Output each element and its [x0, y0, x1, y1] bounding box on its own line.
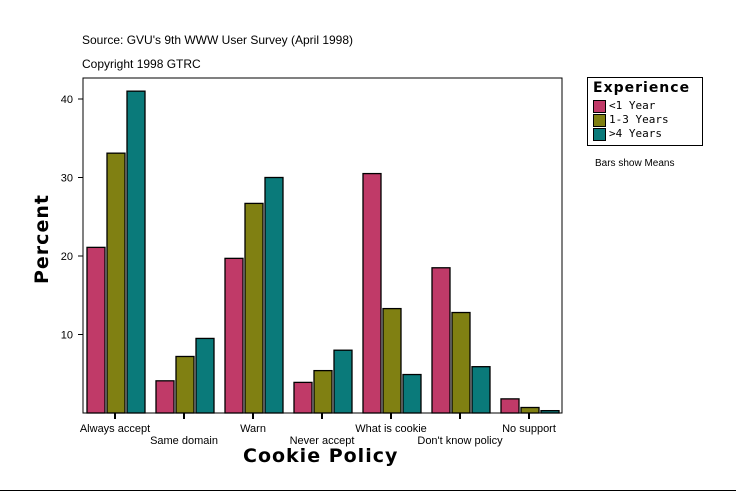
x-tick-label: Warn [240, 423, 266, 435]
legend-title: Experience [593, 80, 691, 96]
bar [540, 409, 560, 414]
x-tick-label: Never accept [290, 435, 355, 447]
source-text: Source: GVU's 9th WWW User Survey (April… [82, 33, 354, 47]
bar [155, 380, 175, 414]
x-tick-label: What is cookie [355, 423, 427, 435]
legend-item: 1-3 Years [593, 113, 669, 127]
bar [175, 355, 195, 414]
bar [382, 307, 402, 414]
bar [333, 349, 353, 414]
bar [500, 398, 520, 414]
bar [244, 202, 264, 414]
legend-swatch [593, 99, 606, 113]
bar [264, 176, 284, 414]
y-axis-title: Percent [31, 194, 53, 284]
x-tick-label: No support [502, 423, 556, 435]
y-tick-label: 10 [61, 330, 73, 342]
bar [126, 90, 146, 414]
y-tick-label: 30 [61, 173, 73, 185]
legend-item: >4 Years [593, 127, 662, 141]
bar [362, 172, 382, 414]
plot-area [82, 77, 563, 414]
bar [86, 246, 106, 414]
y-tick-label: 40 [61, 94, 73, 106]
x-tick-label: Same domain [150, 435, 218, 447]
bar [431, 267, 451, 414]
note-text: Bars show Means [595, 158, 675, 169]
legend: Experience <1 Year 1-3 Years >4 Years [587, 77, 703, 146]
bar [106, 152, 126, 414]
bar [402, 373, 422, 414]
bar [195, 337, 215, 414]
bar [471, 366, 491, 414]
x-axis-title: Cookie Policy [243, 445, 399, 467]
y-tick-label: 20 [61, 251, 73, 263]
copyright-text: Copyright 1998 GTRC [82, 57, 201, 71]
bar [451, 311, 471, 414]
legend-swatch [593, 113, 606, 127]
bar [293, 381, 313, 414]
legend-item: <1 Year [593, 99, 655, 113]
x-tick-label: Don't know policy [417, 435, 503, 447]
legend-swatch [593, 127, 606, 141]
bar [520, 406, 540, 414]
bar [313, 369, 333, 414]
bar [224, 257, 244, 414]
x-tick-label: Always accept [80, 423, 150, 435]
divider [0, 490, 736, 491]
